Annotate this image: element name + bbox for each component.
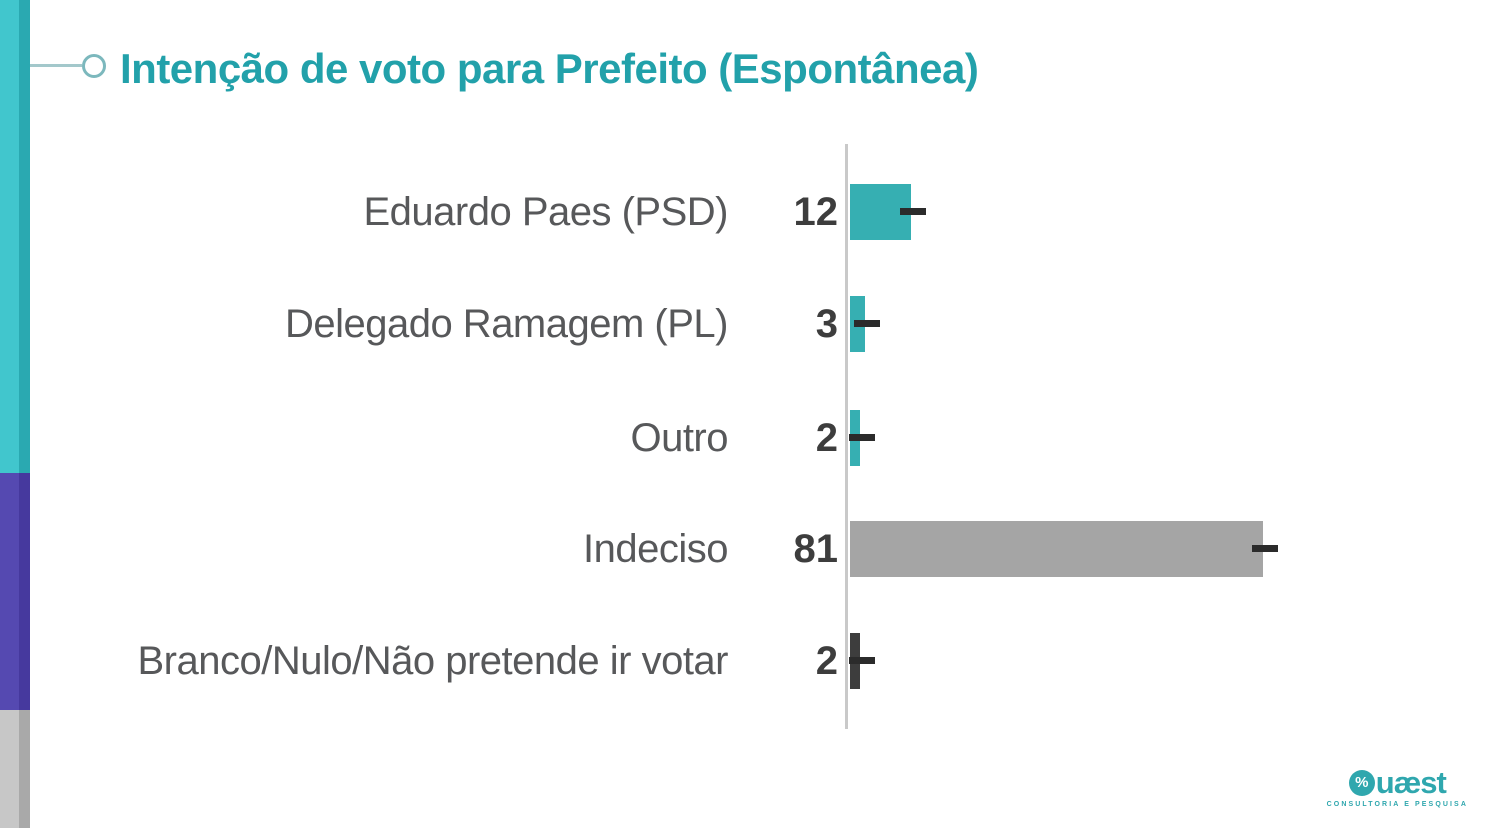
quaest-logo: % uæst CONSULTORIA E PESQUISA: [1327, 767, 1468, 808]
value-label: 2: [815, 416, 838, 460]
left-accent-stripe: [0, 0, 30, 828]
logo-q-percent-icon: %: [1348, 769, 1375, 796]
bar: [850, 521, 1263, 577]
value-label: 81: [793, 527, 839, 571]
stripe-purple-segment: [0, 473, 30, 710]
stripe-teal-segment: [0, 0, 30, 473]
logo-tagline: CONSULTORIA E PESQUISA: [1326, 801, 1468, 808]
chart-baseline-axis: [845, 144, 848, 729]
logo-brand: % uæst: [1327, 767, 1468, 798]
stripe-gray-segment: [0, 710, 30, 828]
title-connector-line: [30, 64, 82, 67]
chart-row: Branco/Nulo/Não pretende ir votar 2: [0, 633, 1495, 689]
marker-dash-icon: [1252, 545, 1278, 552]
category-label: Outro: [630, 416, 728, 460]
page-title: Intenção de voto para Prefeito (Espontân…: [120, 45, 979, 92]
marker-dash-icon: [854, 320, 880, 327]
chart-row: Indeciso 81: [0, 521, 1495, 577]
chart-row: Delegado Ramagem (PL) 3: [0, 296, 1495, 352]
title-connector-circle-icon: [82, 54, 106, 78]
category-label: Eduardo Paes (PSD): [363, 190, 728, 234]
marker-dash-icon: [849, 657, 875, 664]
logo-brand-text: uæst: [1375, 765, 1447, 800]
category-label: Delegado Ramagem (PL): [284, 302, 729, 346]
category-label: Branco/Nulo/Não pretende ir votar: [137, 639, 729, 683]
category-label: Indeciso: [583, 527, 728, 571]
marker-dash-icon: [900, 208, 926, 215]
bar-chart: Eduardo Paes (PSD) 12 Delegado Ramagem (PL…: [0, 144, 1495, 729]
chart-row: Eduardo Paes (PSD) 12: [0, 184, 1495, 240]
chart-row: Outro 2: [0, 410, 1495, 466]
marker-dash-icon: [849, 434, 875, 441]
value-label: 2: [815, 639, 838, 683]
value-label: 12: [793, 190, 839, 234]
value-label: 3: [815, 302, 838, 346]
